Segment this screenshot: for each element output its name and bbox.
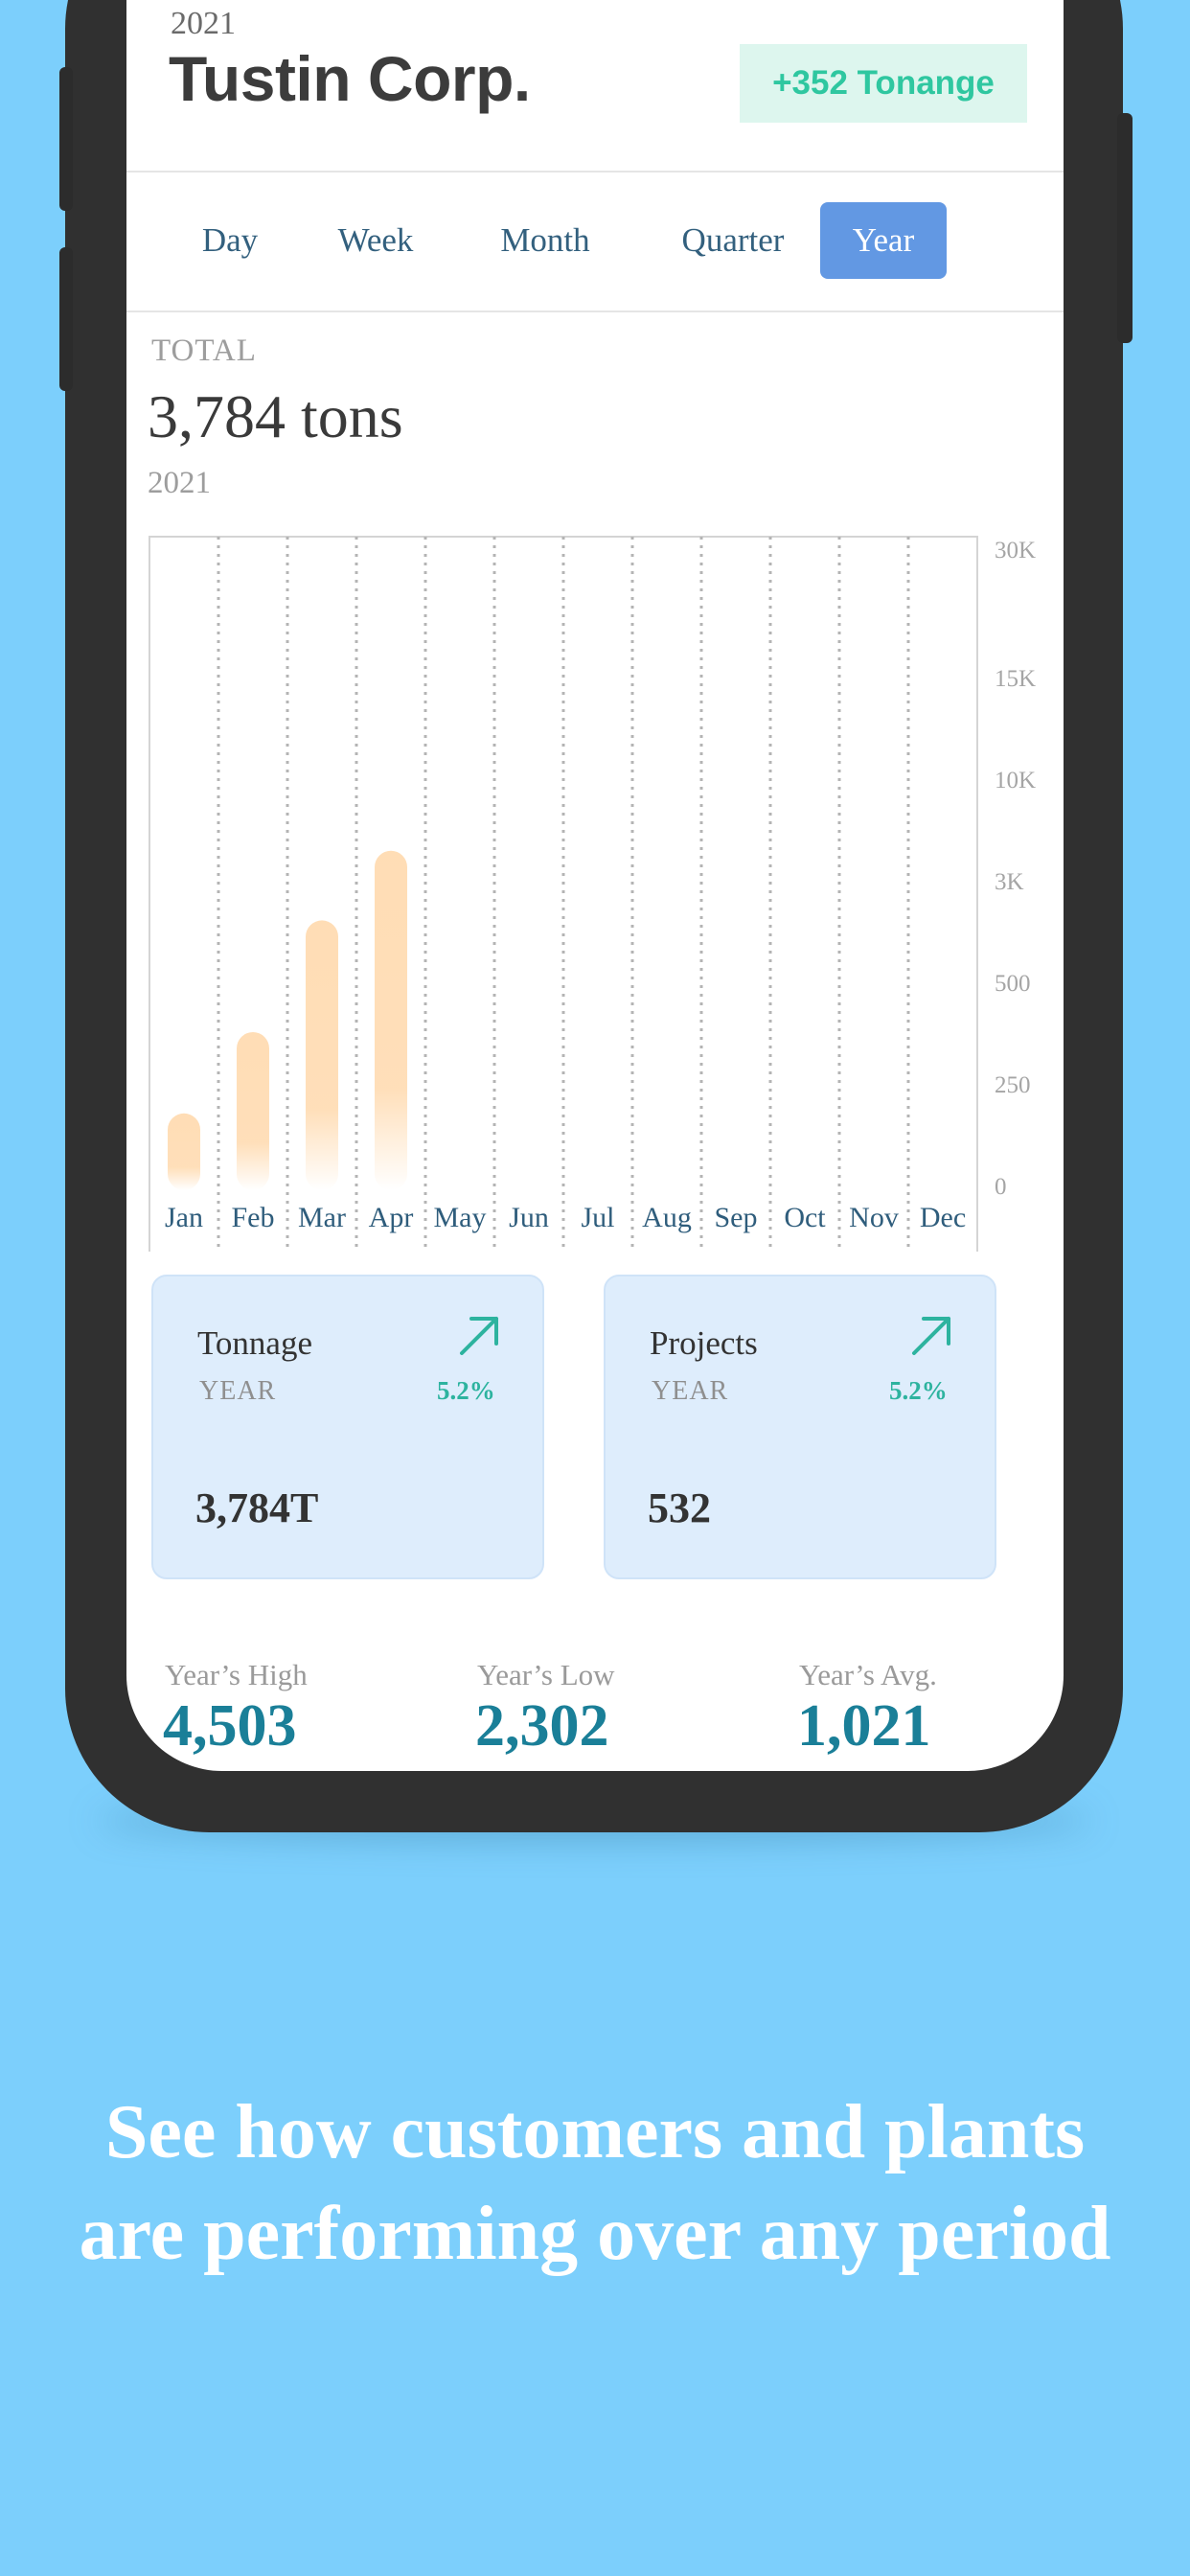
years-low-value: 2,302 xyxy=(475,1693,609,1759)
x-tick-label-jan: Jan xyxy=(165,1202,203,1233)
y-tick-label: 10K xyxy=(995,768,1036,794)
volume-down-button xyxy=(59,247,73,391)
years-low-label: Year’s Low xyxy=(477,1658,615,1691)
caption-line-1: See how customers and plants xyxy=(104,2090,1086,2174)
x-tick-label-apr: Apr xyxy=(369,1202,414,1233)
x-tick-label-jul: Jul xyxy=(581,1202,614,1233)
y-tick-label: 0 xyxy=(995,1174,1007,1200)
header-year: 2021 xyxy=(171,6,236,41)
caption-line-2: are performing over any period xyxy=(79,2192,1111,2276)
card-period: YEAR xyxy=(199,1376,277,1406)
y-tick-label: 3K xyxy=(995,869,1024,895)
card-title: Tonnage xyxy=(197,1324,313,1362)
projects-card[interactable]: Projects YEAR 5.2% 532 xyxy=(604,1275,996,1579)
card-value: 3,784T xyxy=(195,1484,319,1531)
x-tick-label-feb: Feb xyxy=(232,1202,275,1233)
card-title: Projects xyxy=(650,1324,758,1362)
years-high-value: 4,503 xyxy=(163,1693,297,1759)
bar-apr[interactable] xyxy=(375,850,407,1190)
chart-frame xyxy=(149,536,978,1252)
card-period: YEAR xyxy=(652,1376,729,1406)
tab-week[interactable]: Week xyxy=(337,221,414,259)
volume-up-button xyxy=(59,67,73,211)
bar-mar[interactable] xyxy=(306,920,338,1190)
company-name: Tustin Corp. xyxy=(169,43,531,114)
x-tick-label-nov: Nov xyxy=(849,1202,899,1233)
years-high-label: Year’s High xyxy=(165,1658,308,1691)
tab-month[interactable]: Month xyxy=(500,221,590,259)
years-avg-value: 1,021 xyxy=(797,1693,931,1759)
tab-day[interactable]: Day xyxy=(201,221,259,259)
y-tick-label: 250 xyxy=(995,1072,1031,1098)
phone-screen: 2021 Tustin Corp. +352 Tonange Day Week … xyxy=(126,0,1064,1771)
promo-caption: See how customers and plants are perform… xyxy=(0,2082,1190,2285)
bar-feb[interactable] xyxy=(237,1032,269,1190)
total-year: 2021 xyxy=(148,466,211,500)
tonnage-card[interactable]: Tonnage YEAR 5.2% 3,784T xyxy=(151,1275,544,1579)
total-value: 3,784 tons xyxy=(148,382,403,450)
x-tick-label-mar: Mar xyxy=(298,1202,346,1233)
yearly-tonnage-chart: 0 250 500 3K 10K 15K 30K Jan Feb Mar Apr May Jun Jul… xyxy=(149,536,1036,1252)
x-tick-label-sep: Sep xyxy=(715,1202,758,1233)
tab-year[interactable]: Year xyxy=(820,202,947,279)
total-label: TOTAL xyxy=(151,334,257,368)
tab-quarter[interactable]: Quarter xyxy=(681,221,785,259)
y-tick-label: 15K xyxy=(995,666,1036,692)
trend-up-arrow-icon xyxy=(912,1317,950,1355)
y-tick-label: 30K xyxy=(995,538,1036,564)
bar-jan[interactable] xyxy=(168,1113,200,1190)
power-button xyxy=(1117,113,1133,343)
tonnage-change-badge: +352 Tonange xyxy=(740,44,1027,123)
x-tick-label-dec: Dec xyxy=(920,1202,966,1233)
card-percent-change: 5.2% xyxy=(437,1376,495,1405)
trend-up-arrow-icon xyxy=(460,1317,498,1355)
card-percent-change: 5.2% xyxy=(889,1376,948,1405)
card-value: 532 xyxy=(648,1484,711,1531)
header-divider xyxy=(126,171,1064,172)
x-tick-label-may: May xyxy=(434,1202,487,1233)
tabs-divider xyxy=(126,310,1064,312)
years-avg-label: Year’s Avg. xyxy=(799,1658,937,1691)
x-tick-label-jun: Jun xyxy=(509,1202,549,1233)
y-tick-label: 500 xyxy=(995,971,1031,997)
x-tick-label-oct: Oct xyxy=(784,1202,826,1233)
x-tick-label-aug: Aug xyxy=(642,1202,692,1233)
